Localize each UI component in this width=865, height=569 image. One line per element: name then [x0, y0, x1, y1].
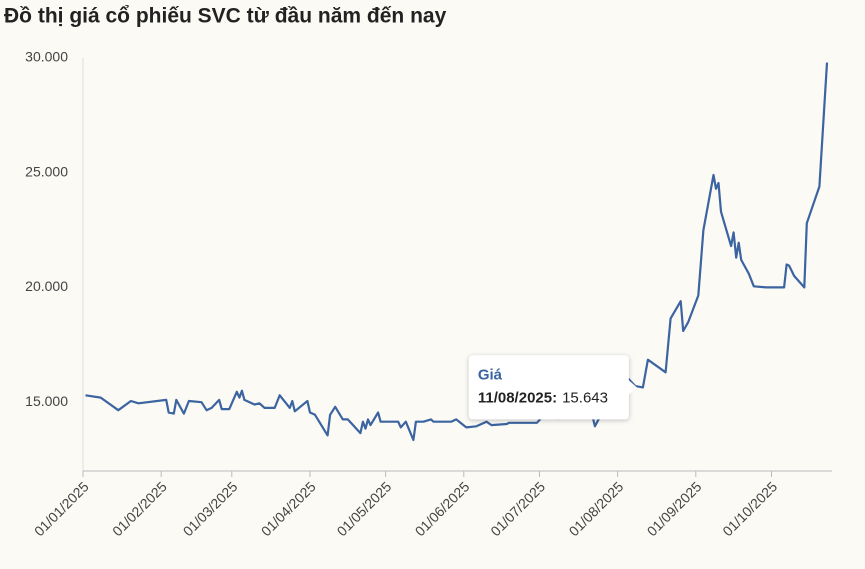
chart-title: Đồ thị giá cổ phiếu SVC từ đầu năm đến n…	[4, 5, 447, 28]
tooltip-body: 11/08/2025: 15.643	[478, 389, 608, 406]
price-line	[85, 62, 829, 442]
y-tick-label: 30.000	[25, 49, 68, 65]
y-tick-label: 20.000	[25, 278, 68, 294]
tooltip-date: 11/08/2025:	[478, 389, 557, 406]
tooltip-series: Giá	[478, 366, 503, 383]
y-tick-label: 15.000	[25, 393, 68, 409]
tooltip: Giá 11/08/2025: 15.643	[468, 355, 637, 420]
y-tick-label: 25.000	[25, 163, 68, 179]
tooltip-value: 15.643	[562, 389, 608, 406]
tooltip-arrow	[627, 379, 637, 396]
tooltip-box	[468, 355, 629, 420]
